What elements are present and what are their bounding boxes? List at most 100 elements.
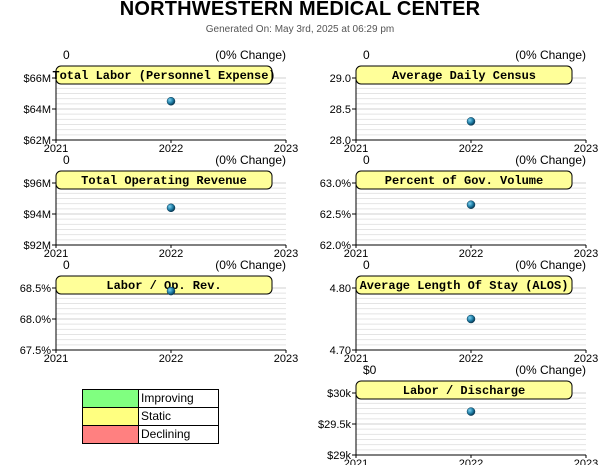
y-tick-label: 63.0%: [320, 178, 351, 190]
chart-plot: 4.70 4.80 2021 2022 2023 Average Length Of St…: [330, 275, 598, 365]
y-tick-label: $29k: [327, 450, 351, 462]
chart-value: 0: [363, 48, 370, 62]
y-tick-label: $64M: [23, 104, 51, 116]
x-tick-label: 2021: [344, 353, 368, 365]
data-point: [466, 407, 476, 416]
generated-timestamp: Generated On: May 3rd, 2025 at 06:29 pm: [205, 24, 395, 35]
chart-title-box: [55, 275, 273, 295]
chart-value: 0: [363, 153, 370, 167]
y-tick-label: 28.5: [330, 104, 351, 116]
legend-item-declining: Declining: [83, 425, 218, 443]
chart-title: Percent of Gov. Volume: [385, 174, 543, 188]
y-tick-label: $29.5k: [318, 419, 352, 431]
x-tick-label: 2021: [344, 143, 368, 155]
chart-plot: 62.0% 62.5% 63.0% 2021 2022 2023 Percent of Go…: [320, 170, 598, 260]
y-tick-label: 62.5%: [320, 209, 351, 221]
x-tick-label: 2022: [159, 353, 183, 365]
chart-title-box: [355, 275, 573, 295]
chart-change: (0% Change): [215, 153, 286, 167]
legend-item-static: Static: [83, 407, 218, 425]
chart-panel-total-labor: 0 (0% Change) $62M $64M $66M 2021 2022 2023 To…: [23, 48, 298, 155]
chart-change: (0% Change): [515, 258, 586, 272]
x-tick-label: 2023: [574, 458, 598, 465]
chart-title: Labor / Op. Rev.: [106, 279, 221, 293]
chart-panel-percent-gov-volume: 0 (0% Change) 62.0% 62.5% 63.0% 2021 2022 202…: [320, 153, 598, 260]
chart-plot: $92M $94M $96M 2021 2022 2023 Total Operating …: [23, 170, 298, 260]
chart-change: (0% Change): [215, 258, 286, 272]
y-tick-label: $96M: [23, 178, 51, 190]
chart-panel-total-operating-revenue: 0 (0% Change) $92M $94M $96M 2021 2022 2023 To…: [23, 153, 298, 260]
chart-panel-labor-op-rev: 0 (0% Change) 67.5% 68.0% 68.5% 2021 2022 202…: [20, 258, 298, 365]
data-point: [166, 286, 176, 296]
x-tick-label: 2021: [344, 248, 368, 260]
chart-title-box: [55, 65, 273, 85]
chart-value: 0: [63, 48, 70, 62]
chart-value: 0: [63, 153, 70, 167]
chart-plot: $29k $29.5k $30k 2021 2022 2023 Labor / Discha…: [318, 380, 598, 465]
y-tick-label: $92M: [23, 240, 51, 252]
chart-title: Total Labor (Personnel Expense): [52, 69, 275, 83]
legend-label: Improving: [141, 391, 194, 405]
chart-change: (0% Change): [515, 48, 586, 62]
x-tick-label: 2022: [159, 143, 183, 155]
y-tick-label: 62.0%: [320, 240, 351, 252]
chart-change: (0% Change): [515, 153, 586, 167]
data-point: [466, 117, 476, 126]
y-tick-label: $94M: [23, 209, 51, 221]
legend: Improving Static Declining: [82, 389, 219, 444]
chart-plot: 67.5% 68.0% 68.5% 2021 2022 2023 Labor / Op. R…: [20, 275, 298, 365]
x-tick-label: 2023: [574, 143, 598, 155]
legend-label: Declining: [141, 427, 191, 441]
data-point: [166, 97, 176, 106]
x-tick-label: 2023: [274, 143, 298, 155]
legend-swatch: [83, 408, 139, 425]
y-tick-label: 29.0: [330, 73, 351, 85]
page-title: NORTHWESTERN MEDICAL CENTER: [119, 0, 481, 20]
x-tick-label: 2022: [459, 143, 483, 155]
data-point: [466, 314, 476, 324]
x-tick-label: 2023: [274, 353, 298, 365]
x-tick-label: 2023: [574, 353, 598, 365]
data-point: [466, 200, 476, 209]
chart-panel-alos: 0 (0% Change) 4.70 4.80 2021 2022 2023 Averag…: [330, 258, 599, 365]
x-tick-label: 2021: [44, 143, 68, 155]
y-tick-label: 67.5%: [20, 345, 51, 357]
chart-value: $0: [363, 363, 377, 377]
x-tick-label: 2023: [274, 248, 298, 260]
legend-label: Static: [141, 409, 172, 423]
chart-title-box: [355, 65, 573, 85]
legend-item-improving: Improving: [83, 390, 218, 407]
chart-title: Average Length Of Stay (ALOS): [360, 279, 569, 293]
chart-title: Average Daily Census: [392, 69, 536, 83]
x-tick-label: 2023: [574, 248, 598, 260]
chart-title-box: [55, 170, 273, 190]
y-tick-label: 68.5%: [20, 283, 51, 295]
chart-panel-labor-discharge: $0 (0% Change) $29k $29.5k $30k 2021 2022 202…: [318, 363, 598, 465]
x-tick-label: 2022: [459, 458, 483, 465]
x-tick-label: 2022: [459, 353, 483, 365]
chart-value: 0: [63, 258, 70, 272]
y-tick-label: 4.80: [330, 283, 351, 295]
chart-title: Total Operating Revenue: [81, 174, 247, 188]
chart-title-box: [355, 170, 573, 190]
x-tick-label: 2021: [44, 353, 68, 365]
x-tick-label: 2021: [44, 248, 68, 260]
y-tick-label: 4.70: [330, 345, 351, 357]
chart-change: (0% Change): [215, 48, 286, 62]
y-tick-label: $62M: [23, 135, 51, 147]
chart-plot: 28.0 28.5 29.0 2021 2022 2023 Average Daily Ce…: [330, 65, 598, 155]
x-tick-label: 2022: [459, 248, 483, 260]
chart-title: Labor / Discharge: [403, 384, 525, 398]
chart-plot: $62M $64M $66M 2021 2022 2023 Total Labor (Per…: [23, 65, 298, 155]
y-tick-label: $30k: [327, 388, 351, 400]
chart-change: (0% Change): [515, 363, 586, 377]
y-tick-label: 68.0%: [20, 314, 51, 326]
chart-panel-average-daily-census: 0 (0% Change) 28.0 28.5 29.0 2021 2022 2023 Av…: [330, 48, 599, 155]
y-tick-label: $66M: [23, 73, 51, 85]
data-point: [166, 203, 176, 213]
x-tick-label: 2021: [344, 458, 368, 465]
x-tick-label: 2022: [159, 248, 183, 260]
chart-value: 0: [363, 258, 370, 272]
legend-swatch: [83, 390, 139, 407]
legend-swatch: [83, 426, 139, 443]
